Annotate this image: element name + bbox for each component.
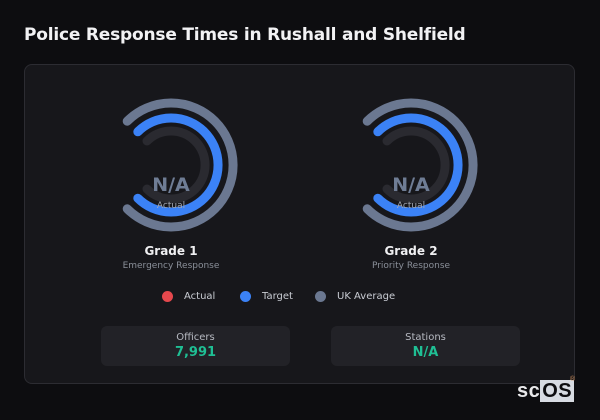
gauge-grade-label: Grade 2 [384, 244, 438, 258]
gauge-grade-1: N/A Actual [96, 90, 246, 240]
stat-value: 7,991 [174, 345, 217, 360]
legend-item-actual: Actual [162, 291, 215, 302]
legend-label: Actual [184, 291, 216, 302]
stat-stations: Stations N/A [331, 326, 520, 366]
gauge-type-label: Emergency Response [122, 261, 220, 271]
gauge-value-label: Actual [396, 201, 426, 211]
gauge-type-label: Priority Response [371, 261, 451, 271]
legend-label: UK Average [337, 291, 396, 302]
legend-label: Target [262, 291, 293, 302]
logo-highlight: OS [540, 380, 575, 402]
uk-average-dot-icon [315, 291, 326, 302]
scos-logo: sc OS ® [517, 376, 575, 403]
gauge-rings-icon [122, 98, 238, 232]
target-dot-icon [240, 291, 251, 302]
actual-dot-icon [162, 291, 173, 302]
stat-label: Stations [405, 332, 446, 343]
logo-prefix: sc [517, 380, 541, 402]
gauge-value: N/A [392, 174, 430, 196]
stat-label: Officers [176, 332, 215, 343]
legend-item-uk-average: UK Average [315, 291, 395, 302]
legend-item-target: Target [240, 291, 293, 302]
gauge-grade-label: Grade 1 [144, 244, 198, 258]
registered-mark-icon: ® [570, 376, 576, 383]
stat-officers: Officers 7,991 [101, 326, 290, 366]
gauge-rings-icon [362, 98, 478, 232]
stat-value: N/A [412, 345, 439, 360]
page-title: Police Response Times in Rushall and She… [24, 25, 466, 45]
gauge-value: N/A [152, 174, 190, 196]
gauge-grade-2: N/A Actual [336, 90, 486, 240]
legend: Actual Target UK Average [0, 291, 600, 307]
gauge-value-label: Actual [156, 201, 186, 211]
